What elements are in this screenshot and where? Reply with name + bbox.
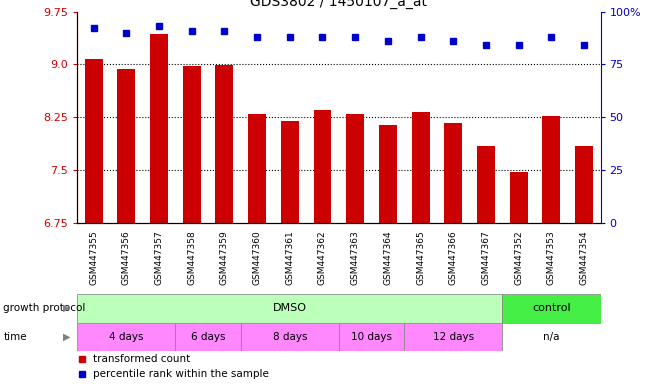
Text: GSM447356: GSM447356 bbox=[121, 230, 131, 285]
Text: transformed count: transformed count bbox=[93, 354, 190, 364]
Bar bbox=[477, 146, 495, 223]
Text: GSM447366: GSM447366 bbox=[449, 230, 458, 285]
Text: ▶: ▶ bbox=[63, 303, 70, 313]
Bar bbox=[150, 34, 168, 223]
Text: GSM447353: GSM447353 bbox=[547, 230, 556, 285]
Bar bbox=[503, 323, 601, 351]
Text: GSM447360: GSM447360 bbox=[252, 230, 262, 285]
Text: n/a: n/a bbox=[544, 332, 560, 342]
Text: ▶: ▶ bbox=[63, 332, 70, 342]
Text: GSM447361: GSM447361 bbox=[285, 230, 295, 285]
Bar bbox=[280, 121, 299, 223]
Bar bbox=[183, 66, 201, 223]
Text: GSM447358: GSM447358 bbox=[187, 230, 196, 285]
Text: GSM447364: GSM447364 bbox=[383, 230, 393, 285]
Text: 10 days: 10 days bbox=[351, 332, 392, 342]
Bar bbox=[379, 125, 397, 223]
Bar bbox=[77, 294, 503, 323]
Text: percentile rank within the sample: percentile rank within the sample bbox=[93, 369, 269, 379]
Text: GSM447367: GSM447367 bbox=[482, 230, 491, 285]
Text: GSM447363: GSM447363 bbox=[351, 230, 360, 285]
Bar bbox=[575, 146, 593, 223]
Text: control: control bbox=[532, 303, 571, 313]
Bar bbox=[313, 110, 331, 223]
Bar bbox=[503, 294, 601, 323]
Text: 6 days: 6 days bbox=[191, 332, 225, 342]
Bar bbox=[542, 116, 560, 223]
Text: GSM447354: GSM447354 bbox=[580, 230, 588, 285]
Bar bbox=[248, 114, 266, 223]
Text: GSM447362: GSM447362 bbox=[318, 230, 327, 285]
Text: 12 days: 12 days bbox=[433, 332, 474, 342]
Text: DMSO: DMSO bbox=[273, 303, 307, 313]
Bar bbox=[215, 65, 234, 223]
Bar bbox=[117, 69, 136, 223]
Text: time: time bbox=[3, 332, 27, 342]
Bar bbox=[404, 323, 503, 351]
Bar bbox=[339, 323, 404, 351]
Text: 4 days: 4 days bbox=[109, 332, 144, 342]
Text: 8 days: 8 days bbox=[272, 332, 307, 342]
Text: GSM447357: GSM447357 bbox=[154, 230, 164, 285]
Text: GSM447355: GSM447355 bbox=[89, 230, 98, 285]
Text: growth protocol: growth protocol bbox=[3, 303, 86, 313]
Bar bbox=[346, 114, 364, 223]
Bar bbox=[444, 123, 462, 223]
Title: GDS3802 / 1450107_a_at: GDS3802 / 1450107_a_at bbox=[250, 0, 427, 9]
Text: GSM447352: GSM447352 bbox=[514, 230, 523, 285]
Text: GSM447359: GSM447359 bbox=[220, 230, 229, 285]
Text: GSM447365: GSM447365 bbox=[416, 230, 425, 285]
Bar bbox=[77, 323, 175, 351]
Bar bbox=[241, 323, 339, 351]
Bar bbox=[411, 112, 429, 223]
Bar bbox=[85, 60, 103, 223]
Bar bbox=[175, 323, 241, 351]
Bar bbox=[510, 172, 528, 223]
